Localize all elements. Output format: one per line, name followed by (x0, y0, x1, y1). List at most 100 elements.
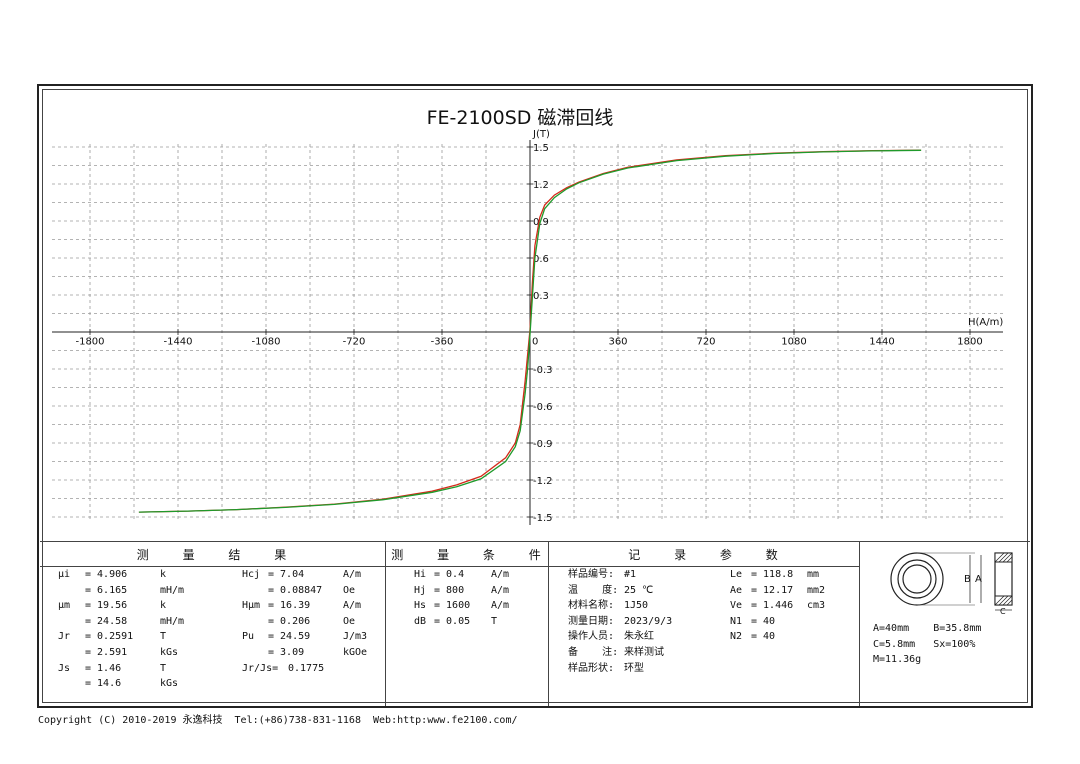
result-value: = 14.6 (85, 678, 122, 690)
info-panel: 测 量 结 果 μi = 4.906 k = 6.165 mH/m μm = 19.56 k =… (40, 541, 1030, 706)
condition-unit: A/m (491, 569, 510, 580)
param-label: N1 (730, 615, 743, 627)
x-tick-label: 1440 (869, 336, 894, 347)
toroid-diagram: B A C (890, 552, 1013, 616)
x-tick-label: -1800 (75, 336, 104, 347)
condition-value: = 0.05 (434, 615, 471, 627)
result-value: = 0.2591 (85, 631, 134, 643)
param-label: Ve (730, 600, 743, 612)
x-tick-label: -1440 (163, 336, 192, 347)
hysteresis-chart: FE-2100SD 磁滞回线 -1800 -1440 -1080 -720 -360 0 3… (52, 107, 1003, 525)
y-axis-label: J(T) (532, 129, 550, 140)
result-label: Jr/Js= (242, 662, 279, 674)
record-value: 环型 (624, 662, 644, 674)
param-unit: mm2 (807, 584, 826, 596)
result-label: μm (58, 600, 71, 612)
record-label: 样品编号: (568, 569, 615, 580)
y-tick-label: 0.3 (533, 291, 549, 302)
dim-a-label: A (975, 574, 982, 585)
x-tick-label: 1080 (781, 336, 806, 347)
result-value: = 6.165 (85, 584, 128, 596)
result-value: = 2.591 (85, 647, 128, 658)
param-value: = 40 (751, 631, 776, 643)
sample-line: A=40mm B=35.8mm (873, 623, 982, 634)
results-header: 测 量 结 果 (40, 542, 385, 567)
chart-series (138, 149, 922, 513)
sample-section: B A C A=40mm B=35.8mm C=5.8mm Sx=100% M=… (860, 542, 1030, 706)
param-value: = 118.8 (751, 569, 794, 580)
record-label: 测量日期: (568, 615, 615, 627)
result-unit: kGs (160, 678, 179, 690)
x-tick-label: -1080 (251, 336, 280, 347)
result-unit: T (160, 662, 167, 674)
result-unit: kGOe (343, 647, 368, 658)
y-tick-label: -0.9 (533, 439, 553, 450)
result-unit: T (160, 631, 167, 643)
records-section: 记 录 参 数 样品编号: #1 温 度: 25 ℃ 材料名称: 1J50 测量日期: 202… (549, 542, 860, 706)
sample-line: M=11.36g (873, 654, 922, 666)
result-value: = 1.46 (85, 662, 122, 674)
result-label: Hcj (242, 569, 261, 580)
param-unit: mm (807, 569, 820, 580)
hysteresis-curve-2 (138, 149, 922, 513)
chart-title: FE-2100SD 磁滞回线 (427, 107, 614, 129)
result-value: = 16.39 (268, 600, 311, 612)
x-tick-label: 0 (532, 336, 538, 347)
param-value: = 1.446 (751, 600, 794, 612)
result-unit: mH/m (160, 615, 185, 627)
record-value: 25 ℃ (624, 584, 654, 596)
result-value: = 3.09 (268, 647, 305, 658)
y-tick-label: -1.2 (533, 476, 553, 487)
result-label: Hμm (242, 600, 261, 612)
result-value: = 24.58 (85, 615, 128, 627)
report-sheet (37, 84, 1033, 708)
param-label: Le (730, 569, 743, 580)
record-value: 1J50 (624, 600, 649, 612)
result-unit: Oe (343, 615, 356, 627)
result-value: = 24.59 (268, 631, 311, 643)
result-value: 0.1775 (288, 662, 325, 674)
condition-value: = 0.4 (434, 569, 465, 580)
y-tick-label: 1.5 (533, 143, 549, 154)
dim-b-label: B (964, 574, 971, 585)
result-label: Jr (58, 631, 71, 643)
record-label: 样品形状: (568, 662, 615, 674)
y-tick-label: 0.6 (533, 254, 549, 265)
sample-line: C=5.8mm Sx=100% (873, 638, 976, 650)
condition-value: = 1600 (434, 600, 471, 612)
chart-ticks: -1800 -1440 -1080 -720 -360 0 360 720 1080 1440 18… (75, 143, 982, 524)
records-header: 记 录 参 数 (549, 542, 859, 567)
result-label: Js (58, 662, 71, 674)
dim-c-label: C (1000, 607, 1006, 616)
record-value: 来样测试 (624, 647, 664, 658)
conditions-header: 测 量 条 件 (386, 542, 548, 567)
record-label: 温 度: (568, 584, 619, 596)
param-unit: cm3 (807, 600, 826, 612)
param-value: = 12.17 (751, 584, 794, 596)
record-value: 2023/9/3 (624, 615, 673, 627)
x-tick-label: -360 (431, 336, 454, 347)
record-value: #1 (624, 569, 637, 580)
record-label: 备 注: (568, 647, 619, 658)
result-unit: A/m (343, 569, 362, 580)
condition-unit: A/m (491, 584, 510, 596)
y-tick-label: -0.3 (533, 365, 553, 376)
result-label: μi (58, 569, 71, 580)
result-value: = 7.04 (268, 569, 305, 580)
result-unit: kGs (160, 647, 179, 658)
record-label: 材料名称: (568, 600, 615, 612)
condition-unit: T (491, 615, 498, 627)
condition-label: dB (414, 615, 427, 627)
x-axis-label: H(A/m) (968, 317, 1003, 328)
condition-label: Hs (414, 600, 427, 612)
result-unit: Oe (343, 584, 356, 596)
condition-label: Hi (414, 569, 427, 580)
conditions-section: 测 量 条 件 Hi = 0.4 A/m Hj = 800 A/m Hs = 1600 A/m d… (386, 542, 549, 706)
result-value: = 0.08847 (268, 584, 323, 596)
y-tick-label: -0.6 (533, 402, 553, 413)
result-value: = 19.56 (85, 600, 128, 612)
x-tick-label: 720 (696, 336, 715, 347)
param-value: = 40 (751, 615, 776, 627)
y-tick-label: 1.2 (533, 180, 549, 191)
results-section: 测 量 结 果 μi = 4.906 k = 6.165 mH/m μm = 19.56 k =… (40, 542, 386, 706)
